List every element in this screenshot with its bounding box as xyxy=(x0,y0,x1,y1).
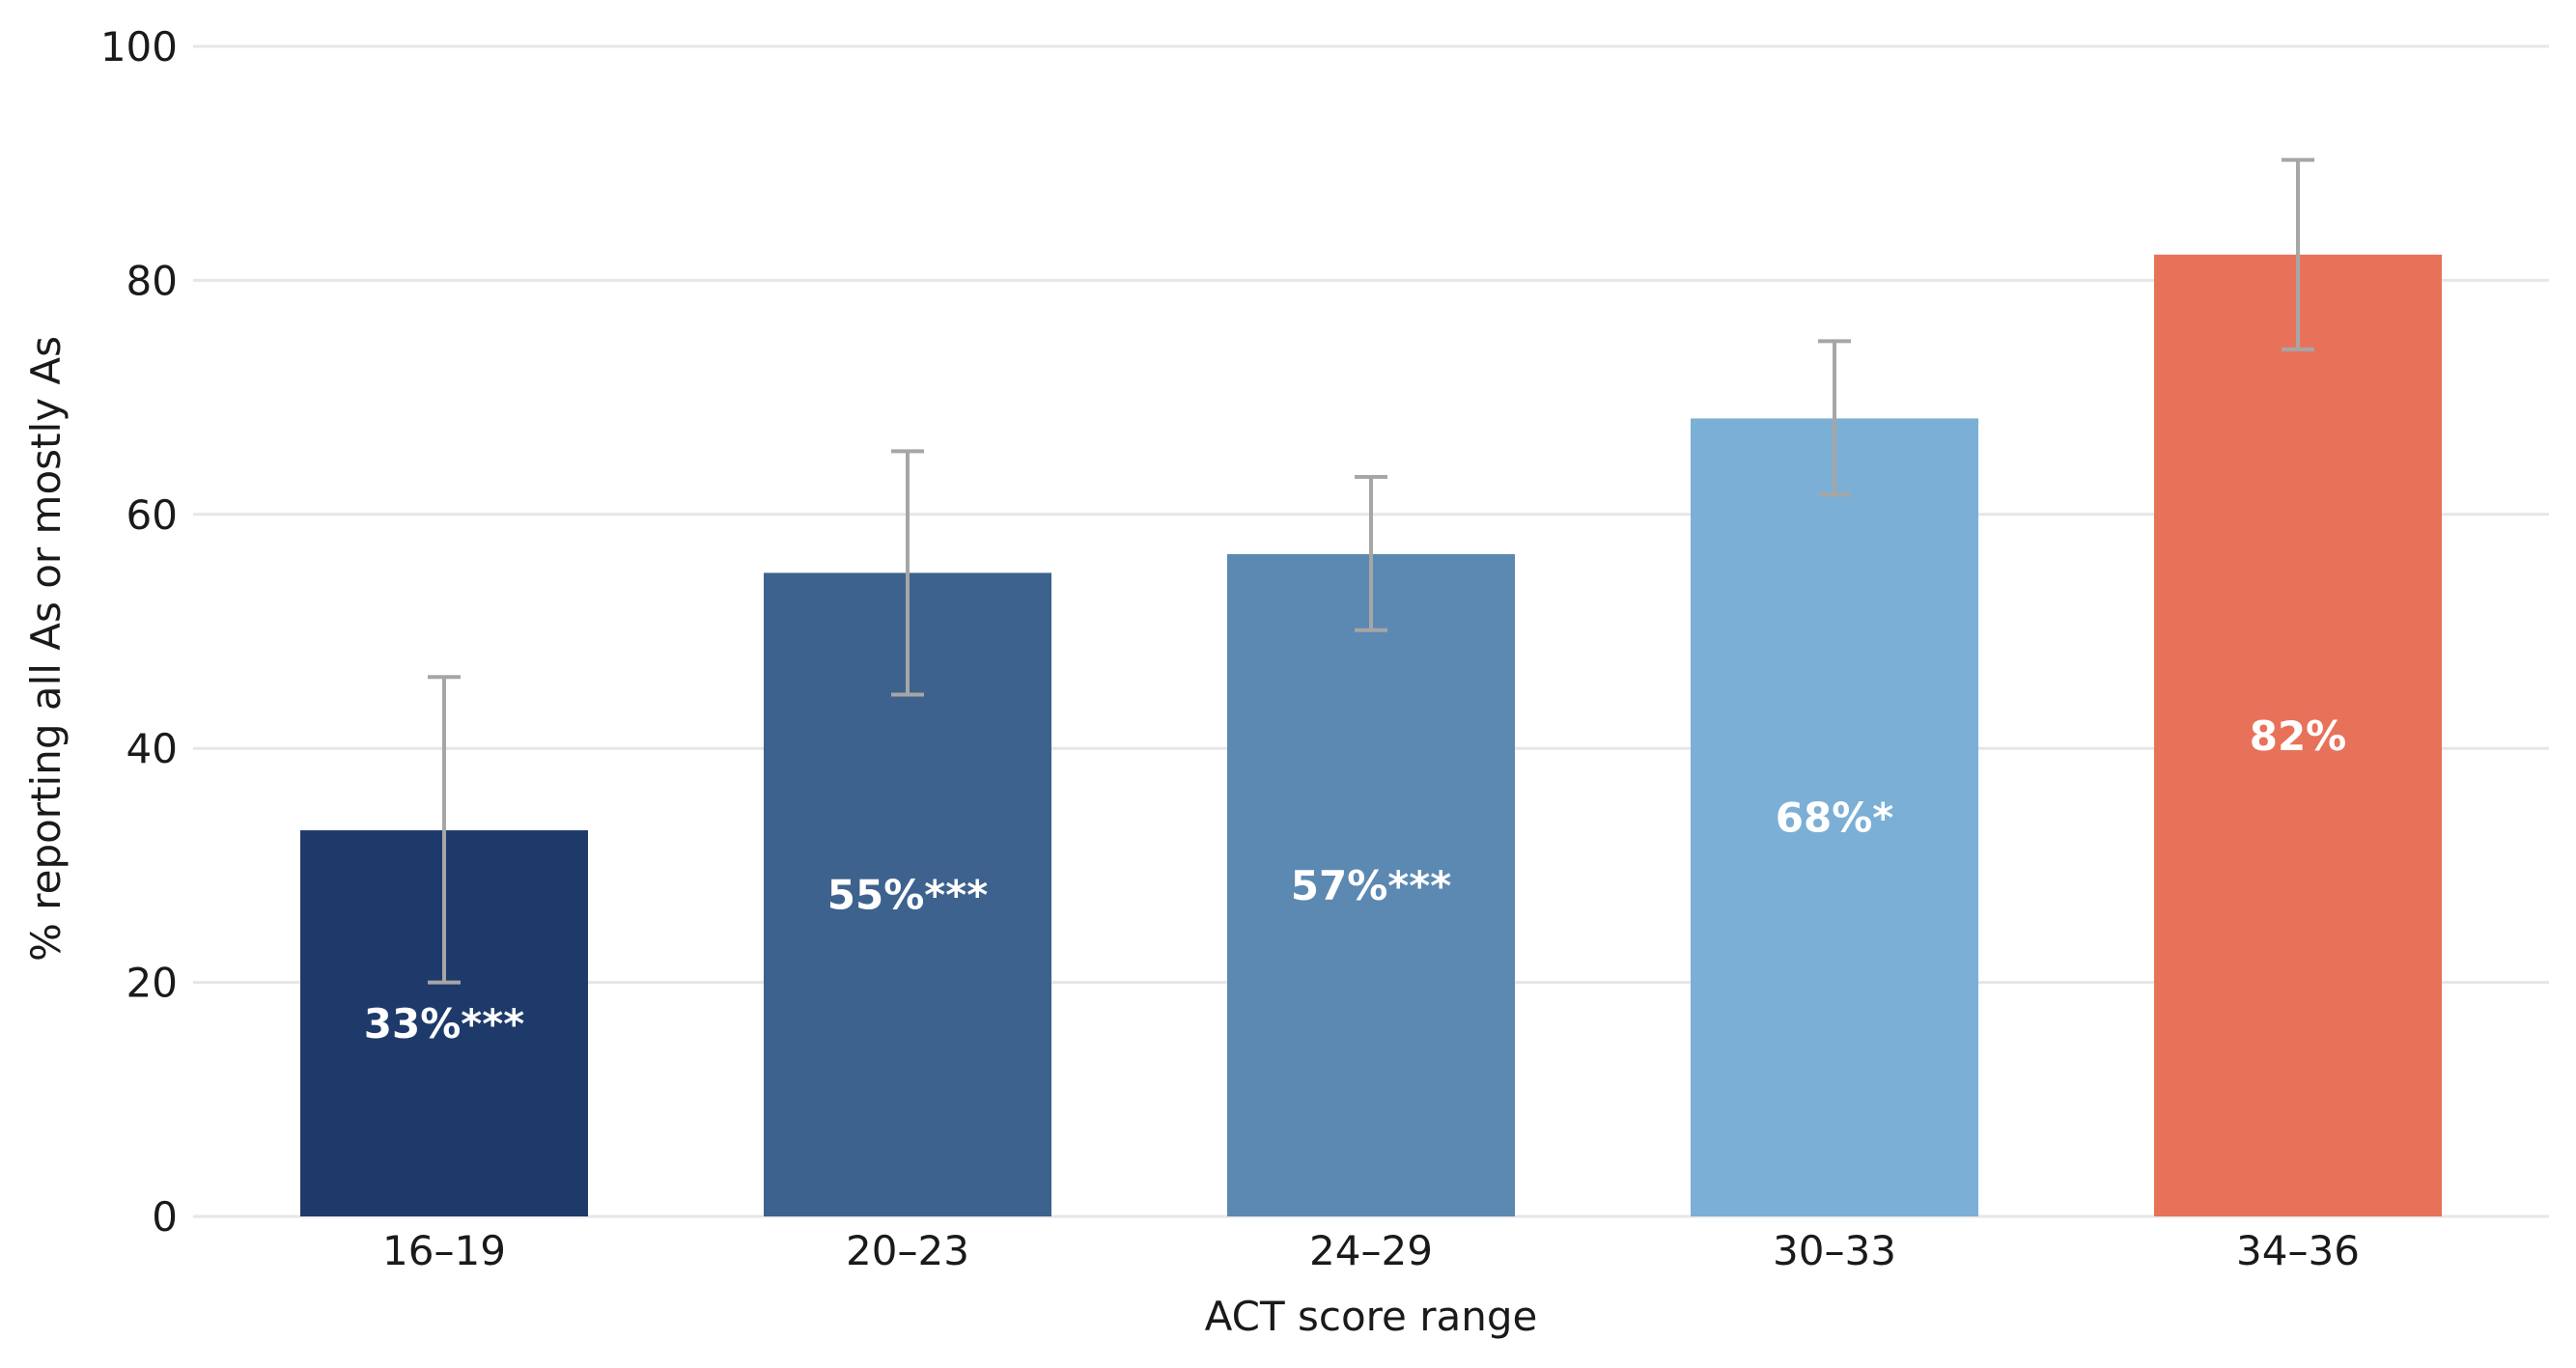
y-axis-title: % reporting all As or mostly As xyxy=(22,336,70,962)
error-bar xyxy=(1818,339,1851,497)
bar-value-label: 68%* xyxy=(1776,795,1894,842)
error-bar xyxy=(1355,475,1387,632)
error-bar xyxy=(428,675,461,985)
y-tick-label: 80 xyxy=(126,257,178,304)
y-tick-label: 100 xyxy=(100,23,178,70)
x-axis-ticks: 16–19 20–23 24–29 30–33 34–36 xyxy=(382,1227,2360,1274)
x-tick-label: 30–33 xyxy=(1773,1227,1896,1274)
x-tick-label: 16–19 xyxy=(382,1227,506,1274)
error-bars xyxy=(428,157,2314,985)
y-tick-label: 40 xyxy=(126,725,178,772)
y-tick-label: 0 xyxy=(152,1193,178,1241)
bar xyxy=(1227,554,1515,1216)
bar-value-label: 33%*** xyxy=(364,1000,524,1047)
bar-value-label: 57%*** xyxy=(1291,862,1451,909)
y-tick-label: 60 xyxy=(126,491,178,539)
x-axis-title: ACT score range xyxy=(1205,1293,1538,1340)
x-tick-label: 24–29 xyxy=(1309,1227,1433,1274)
bar-labels: 33%*** 55%*** 57%*** 68%* 82% xyxy=(364,712,2346,1047)
error-bar xyxy=(891,449,924,697)
y-axis-ticks: 0 20 40 60 80 100 xyxy=(100,23,178,1241)
y-tick-label: 20 xyxy=(126,960,178,1007)
bar-value-label: 55%*** xyxy=(827,872,988,919)
bars xyxy=(300,254,2442,1217)
bar xyxy=(1691,418,1978,1216)
bar xyxy=(2154,254,2442,1217)
x-tick-label: 34–36 xyxy=(2236,1227,2360,1274)
x-tick-label: 20–23 xyxy=(846,1227,969,1274)
error-bar xyxy=(2282,157,2314,351)
bar-value-label: 82% xyxy=(2250,712,2347,760)
